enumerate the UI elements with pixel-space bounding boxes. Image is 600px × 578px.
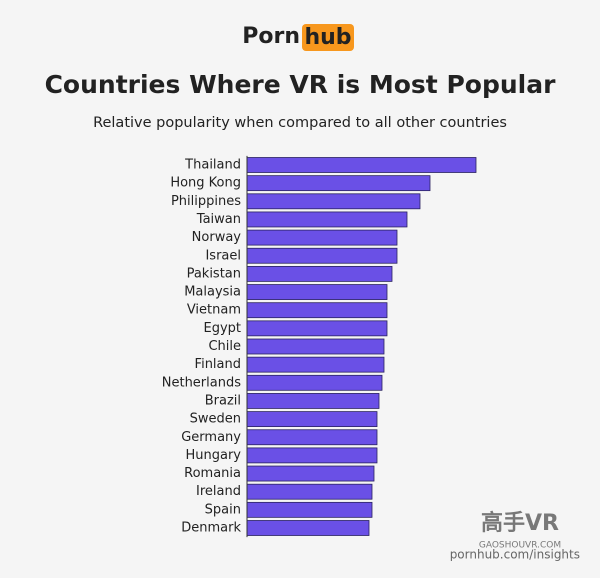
y-tick-label: Vietnam — [187, 303, 241, 318]
y-tick-label: Egypt — [203, 321, 241, 336]
y-tick-label: Ireland — [196, 484, 241, 499]
bar — [246, 411, 378, 428]
y-tick-label: Philippines — [171, 194, 241, 209]
bar — [246, 356, 385, 373]
bar — [246, 284, 388, 300]
bar — [246, 374, 383, 391]
y-tick-label: Chile — [208, 339, 241, 354]
source: pornhub.com/insights — [450, 548, 580, 562]
bar — [246, 447, 378, 464]
bar — [246, 393, 380, 409]
y-tick-label: Romania — [184, 466, 241, 481]
bar — [246, 429, 378, 446]
bar — [246, 229, 398, 246]
bar — [246, 247, 398, 264]
logo-text: hub — [304, 25, 351, 50]
y-tick-label: Norway — [192, 230, 242, 245]
y-tick-label: Taiwan — [196, 212, 241, 227]
logo-text: Porn — [242, 24, 300, 49]
logo-box — [302, 24, 354, 51]
bar — [246, 483, 373, 500]
bar — [246, 157, 477, 173]
bar — [246, 465, 375, 482]
bar — [246, 520, 370, 536]
watermark: GAOSHOUVR.COM — [479, 541, 561, 551]
watermark: 高手VR — [481, 510, 559, 536]
bar — [246, 265, 393, 282]
bar — [246, 175, 431, 192]
y-tick-label: Germany — [181, 430, 241, 445]
y-tick-label: Denmark — [181, 521, 241, 536]
bar — [246, 338, 385, 355]
y-tick-label: Israel — [205, 248, 241, 263]
y-tick-label: Malaysia — [184, 285, 241, 300]
bar — [246, 302, 388, 319]
y-tick-label: Finland — [195, 357, 241, 372]
y-tick-label: Spain — [205, 502, 241, 517]
y-tick-label: Thailand — [184, 158, 241, 173]
y-tick-label: Hong Kong — [170, 176, 241, 191]
bar — [246, 320, 388, 337]
chart-title: Countries Where VR is Most Popular — [45, 70, 556, 99]
bar — [246, 501, 373, 518]
y-tick-label: Netherlands — [162, 375, 241, 390]
bar — [246, 211, 408, 228]
y-tick-label: Sweden — [190, 412, 241, 427]
chart-subtitle: Relative popularity when compared to all… — [93, 115, 507, 131]
bar — [246, 193, 421, 210]
y-tick-label: Hungary — [185, 448, 241, 463]
y-tick-label: Brazil — [205, 393, 241, 408]
y-tick-label: Pakistan — [187, 266, 241, 281]
